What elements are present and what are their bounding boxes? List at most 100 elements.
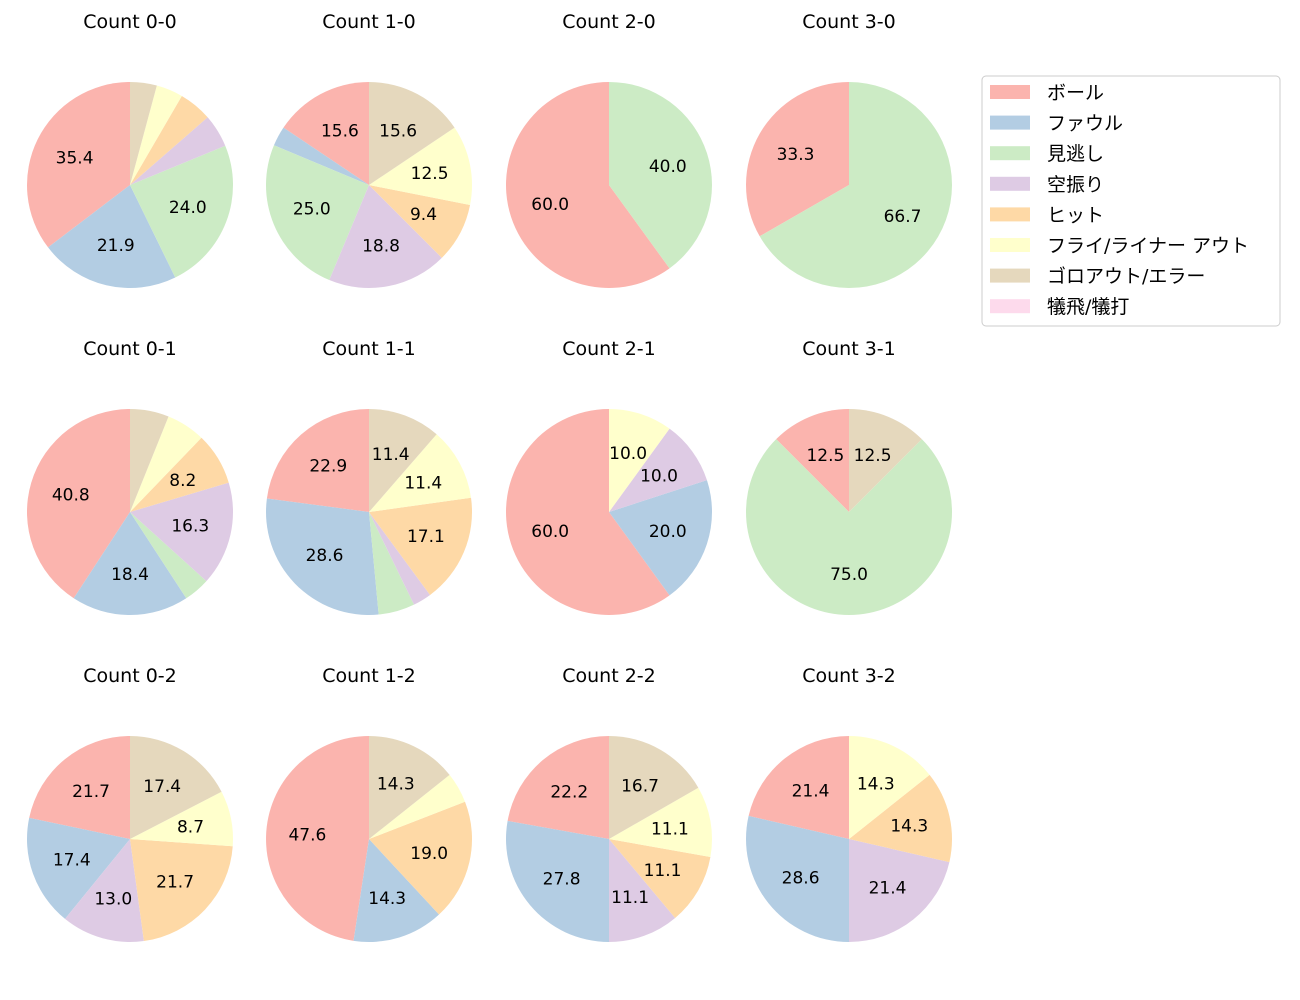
pie-label: 18.4	[111, 565, 149, 585]
pie-count-0-2: Count 0-221.717.413.021.78.717.4	[27, 665, 233, 943]
pie-label: 15.6	[321, 122, 359, 142]
pie-slice-count-3-2-5	[849, 736, 930, 839]
pie-slice-count-0-2-4	[130, 839, 233, 942]
pie-label: 16.3	[171, 517, 209, 537]
pie-slice-count-0-1-4	[130, 437, 229, 512]
pie-slice-count-3-0-2	[759, 82, 953, 289]
pie-label: 75.0	[830, 565, 868, 585]
pie-slice-count-1-0-4	[369, 185, 471, 258]
pie-label: 12.5	[854, 446, 892, 466]
pie-slice-count-2-2-4	[609, 839, 711, 918]
pie-label: 14.3	[377, 774, 415, 794]
pie-slice-count-0-0-5	[130, 85, 182, 185]
pie-count-2-0: Count 2-0 60.0 40.0	[505, 11, 712, 289]
pie-slice-count-3-2-1	[745, 815, 849, 942]
legend-label-6: ゴロアウト/エラー	[1047, 266, 1205, 288]
pie-label: 18.8	[362, 237, 400, 257]
pie-slice-count-1-0-6	[369, 82, 455, 185]
pie-slice-count-0-2-6	[130, 736, 222, 839]
pie-label: 28.6	[306, 546, 344, 566]
pie-slice-count-1-2-6	[369, 736, 450, 839]
pie-label: 17.4	[143, 777, 181, 797]
pie-label: 11.4	[404, 474, 442, 494]
pie-title: Count 2-2	[562, 665, 656, 687]
pie-label: 21.7	[72, 782, 110, 802]
pie-label: 12.5	[411, 164, 449, 184]
legend-swatch-7	[990, 299, 1030, 314]
pie-slice-count-2-0-0	[505, 82, 670, 289]
pie-title: Count 1-2	[322, 665, 416, 687]
pie-slice-count-3-1-2	[745, 439, 952, 616]
pie-label: 16.7	[621, 777, 659, 797]
pie-slice-count-1-0-1	[273, 127, 369, 185]
pie-slice-count-1-0-2	[265, 145, 369, 281]
legend-label-7: 犠飛/犠打	[1047, 296, 1129, 318]
pie-slice-count-1-1-6	[369, 409, 437, 512]
pie-label: 14.3	[368, 889, 406, 909]
pie-label: 8.2	[169, 471, 196, 491]
pie-slice-count-1-0-5	[369, 127, 472, 205]
pie-slice-count-1-2-4	[369, 801, 472, 915]
pie-slice-count-2-1-5	[609, 409, 670, 512]
pie-slice-count-0-0-4	[130, 95, 208, 185]
pie-slice-count-1-2-1	[353, 839, 440, 942]
legend-label-3: 空振り	[1047, 174, 1104, 196]
pie-title: Count 3-2	[802, 665, 896, 687]
legend-swatch-1	[990, 115, 1030, 130]
pie-label: 17.4	[53, 851, 91, 871]
pie-label: 40.8	[52, 485, 90, 505]
pie-label: 15.6	[379, 122, 417, 142]
pie-label: 21.9	[97, 236, 135, 256]
legend-swatch-4	[990, 207, 1030, 222]
pie-label: 22.9	[309, 457, 347, 477]
pie-panels: Count 0-0 35.4 21.9 24.0 Count 1-0 15.6 25.0 18…	[26, 11, 953, 943]
pie-slice-count-0-2-1	[27, 817, 130, 919]
legend-swatch-2	[990, 146, 1030, 161]
pie-slice-count-3-1-6	[849, 409, 922, 512]
pie-label: 24.0	[169, 198, 207, 218]
legend-label-1: ファウル	[1047, 113, 1123, 135]
pie-slice-count-1-2-0	[266, 736, 369, 941]
pie-slice-count-0-0-0	[27, 82, 130, 248]
pie-label: 60.0	[531, 195, 569, 215]
pie-slice-count-3-1-0	[776, 409, 849, 512]
pie-slice-count-2-2-6	[609, 736, 699, 839]
legend-swatch-0	[990, 85, 1030, 99]
pie-label: 11.1	[651, 819, 689, 839]
pie-label: 8.7	[177, 818, 204, 838]
pie-slice-count-0-1-5	[130, 416, 202, 512]
pie-label: 9.4	[410, 205, 437, 225]
legend-label-5: フライ/ライナー アウト	[1047, 235, 1249, 257]
pie-slice-count-0-1-6	[130, 409, 169, 512]
pie-slice-count-2-0-2	[609, 82, 712, 269]
pie-slice-count-0-0-2	[130, 145, 234, 278]
pie-label: 33.3	[777, 145, 815, 165]
pie-label: 11.4	[372, 445, 410, 465]
pie-slice-count-0-1-2	[130, 512, 207, 599]
pie-slice-count-0-1-1	[73, 512, 187, 616]
pie-count-3-0: Count 3-0 33.3 66.7	[746, 11, 953, 289]
pie-slice-count-2-2-3	[609, 839, 676, 942]
legend-frame	[981, 75, 1281, 327]
pie-title: Count 1-0	[322, 11, 416, 33]
pie-count-1-1: Count 1-1 22.9 28.6 17.1 11.4 11.4	[266, 338, 473, 615]
legend-label-4: ヒット	[1047, 204, 1104, 226]
pie-slice-count-1-1-3	[369, 512, 431, 605]
pie-title: Count 0-0	[83, 11, 177, 33]
pie-title: Count 3-0	[802, 11, 896, 33]
legend-swatch-6	[990, 268, 1030, 283]
pie-slice-count-2-2-5	[609, 787, 713, 858]
pie-count-0-1: Count 0-1 40.8 18.4 16.3 8.2	[26, 338, 234, 616]
pie-count-3-1: Count 3-1 12.5 75.0 12.5	[745, 338, 952, 616]
pie-slice-count-0-1-0	[26, 409, 130, 599]
pie-slice-count-3-2-3	[849, 839, 950, 942]
legend-label-0: ボール	[1047, 82, 1104, 104]
pie-title: Count 2-0	[562, 11, 656, 33]
pie-label: 21.4	[792, 782, 830, 802]
legend-label-2: 見逃し	[1047, 143, 1104, 165]
pie-label: 47.6	[288, 825, 326, 845]
pie-slice-count-0-1-3	[130, 482, 234, 582]
pie-count-0-0: Count 0-0 35.4 21.9 24.0	[27, 11, 234, 288]
pie-title: Count 3-1	[802, 338, 896, 360]
